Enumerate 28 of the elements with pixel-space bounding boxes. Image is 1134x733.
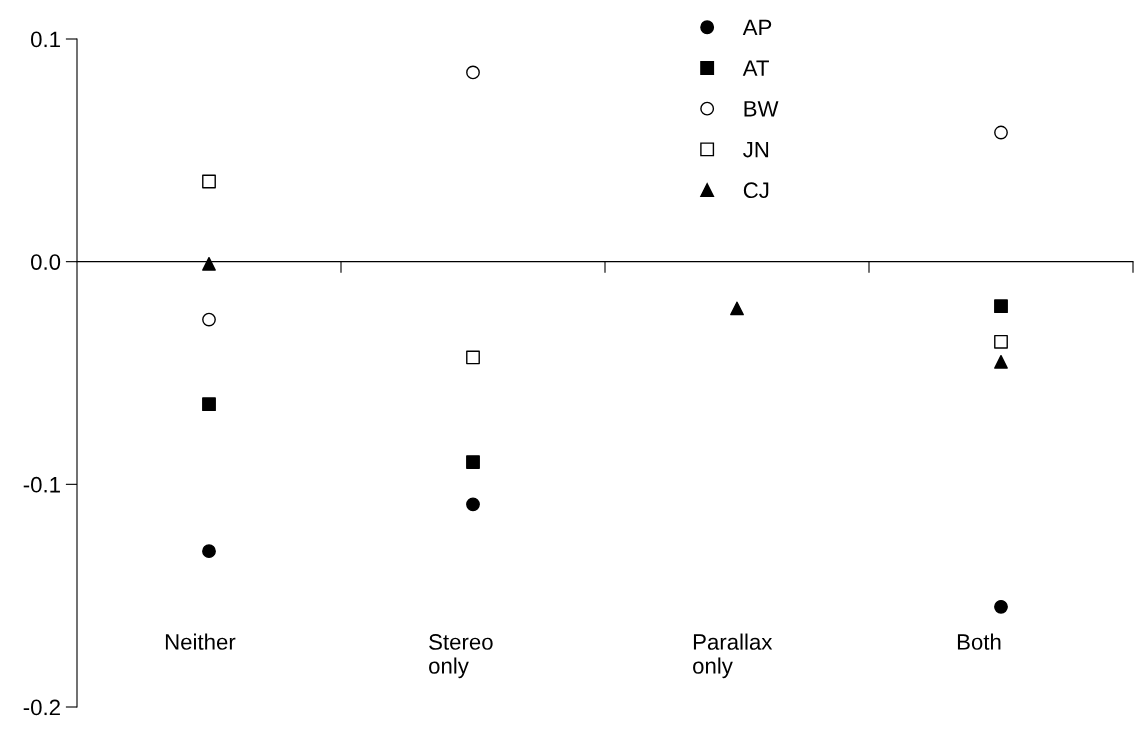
point	[202, 397, 216, 412]
point	[994, 299, 1008, 314]
y-tick-label: 0.1	[31, 31, 60, 48]
point	[466, 455, 480, 469]
legend-label: BW	[744, 101, 779, 117]
point	[466, 65, 480, 80]
point	[466, 350, 480, 365]
point	[994, 354, 1008, 369]
point	[466, 497, 480, 512]
point	[994, 125, 1008, 140]
x-tick-label: Parallax only	[693, 633, 773, 679]
point	[202, 174, 216, 189]
x-tick-label: Neither	[165, 633, 236, 650]
legend-label: AP	[742, 19, 772, 36]
point	[994, 599, 1008, 614]
y-tick-label: 0.0	[31, 254, 61, 270]
point	[994, 334, 1008, 349]
point	[202, 312, 216, 327]
legend-label: JN	[743, 141, 769, 158]
point	[730, 301, 744, 316]
legend-label: CJ	[743, 182, 769, 199]
y-tick-label: -0.2	[23, 699, 60, 716]
x-tick-label: Stereo only	[429, 634, 493, 679]
point	[202, 544, 216, 559]
legend-label: AT	[742, 60, 769, 76]
y-tick-label: -0.1	[23, 476, 60, 493]
x-tick-label: Both	[957, 633, 1001, 650]
point	[202, 256, 216, 271]
